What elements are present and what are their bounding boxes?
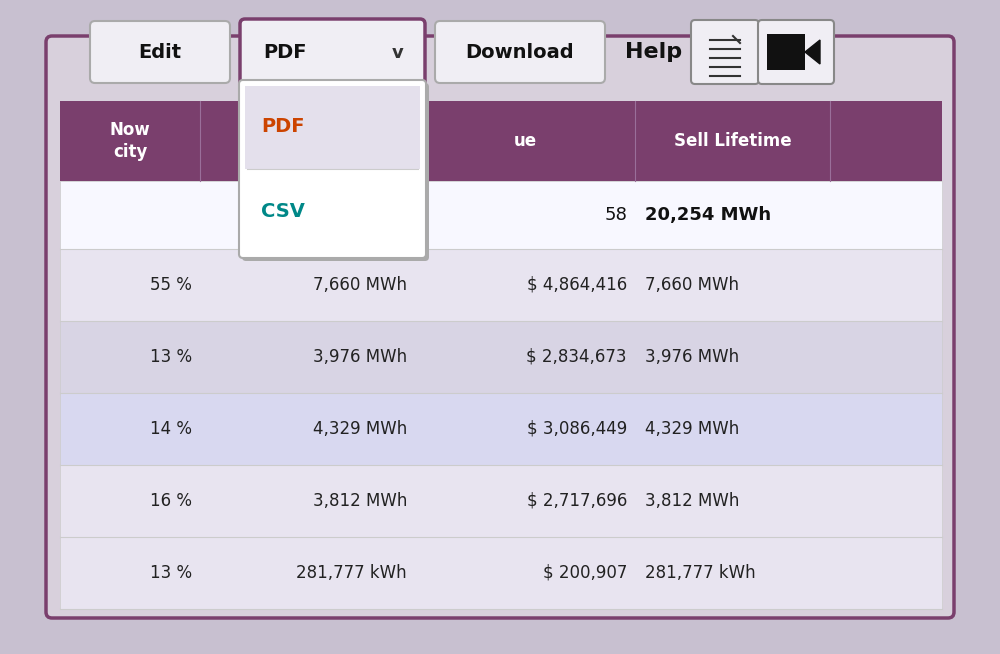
FancyBboxPatch shape xyxy=(90,21,230,83)
Bar xyxy=(60,321,942,393)
FancyBboxPatch shape xyxy=(691,20,759,84)
Text: v: v xyxy=(392,44,404,62)
Bar xyxy=(60,181,942,249)
Text: Now
city: Now city xyxy=(110,121,150,161)
Bar xyxy=(60,101,942,181)
FancyBboxPatch shape xyxy=(240,19,425,87)
Text: PDF: PDF xyxy=(263,44,306,63)
Text: Download: Download xyxy=(466,43,574,61)
Polygon shape xyxy=(805,40,820,64)
Text: Help: Help xyxy=(625,42,682,62)
Text: 13 %: 13 % xyxy=(150,564,192,582)
Text: $ 200,907: $ 200,907 xyxy=(543,564,627,582)
Text: $ 3,086,449: $ 3,086,449 xyxy=(527,420,627,438)
Text: 7,660 MWh: 7,660 MWh xyxy=(313,276,407,294)
Text: 13 %: 13 % xyxy=(150,348,192,366)
Text: 4,329 MWh: 4,329 MWh xyxy=(313,420,407,438)
Text: 58: 58 xyxy=(604,206,627,224)
Text: 7,660 MWh: 7,660 MWh xyxy=(645,276,739,294)
Text: 55 %: 55 % xyxy=(150,276,192,294)
FancyBboxPatch shape xyxy=(435,21,605,83)
FancyBboxPatch shape xyxy=(46,36,954,618)
Text: 3,812 MWh: 3,812 MWh xyxy=(313,492,407,510)
Bar xyxy=(767,34,805,70)
Text: CSV: CSV xyxy=(261,202,305,221)
Text: 3,976 MWh: 3,976 MWh xyxy=(313,348,407,366)
Text: Edit: Edit xyxy=(138,43,182,61)
FancyBboxPatch shape xyxy=(239,80,426,258)
Text: $ 4,864,416: $ 4,864,416 xyxy=(527,276,627,294)
Bar xyxy=(60,537,942,609)
Text: 4,329 MWh: 4,329 MWh xyxy=(645,420,739,438)
Text: $ 2,834,673: $ 2,834,673 xyxy=(526,348,627,366)
Bar xyxy=(60,393,942,465)
Text: Sell Lifetime: Sell Lifetime xyxy=(674,132,791,150)
Text: 20,254 MW: 20,254 MW xyxy=(294,206,407,224)
Text: PDF: PDF xyxy=(261,117,304,136)
Text: Sell Energy: Sell Energy xyxy=(255,132,360,150)
Text: ue: ue xyxy=(513,132,537,150)
Text: 3,812 MWh: 3,812 MWh xyxy=(645,492,739,510)
Bar xyxy=(60,249,942,321)
Text: 281,777 kWh: 281,777 kWh xyxy=(296,564,407,582)
Text: 16 %: 16 % xyxy=(150,492,192,510)
Bar xyxy=(245,86,420,169)
Text: 3,976 MWh: 3,976 MWh xyxy=(645,348,739,366)
Text: 14 %: 14 % xyxy=(150,420,192,438)
Text: 20,254 MWh: 20,254 MWh xyxy=(645,206,771,224)
FancyBboxPatch shape xyxy=(758,20,834,84)
FancyBboxPatch shape xyxy=(242,83,429,261)
Text: $ 2,717,696: $ 2,717,696 xyxy=(527,492,627,510)
Bar xyxy=(60,465,942,537)
Text: 281,777 kWh: 281,777 kWh xyxy=(645,564,756,582)
